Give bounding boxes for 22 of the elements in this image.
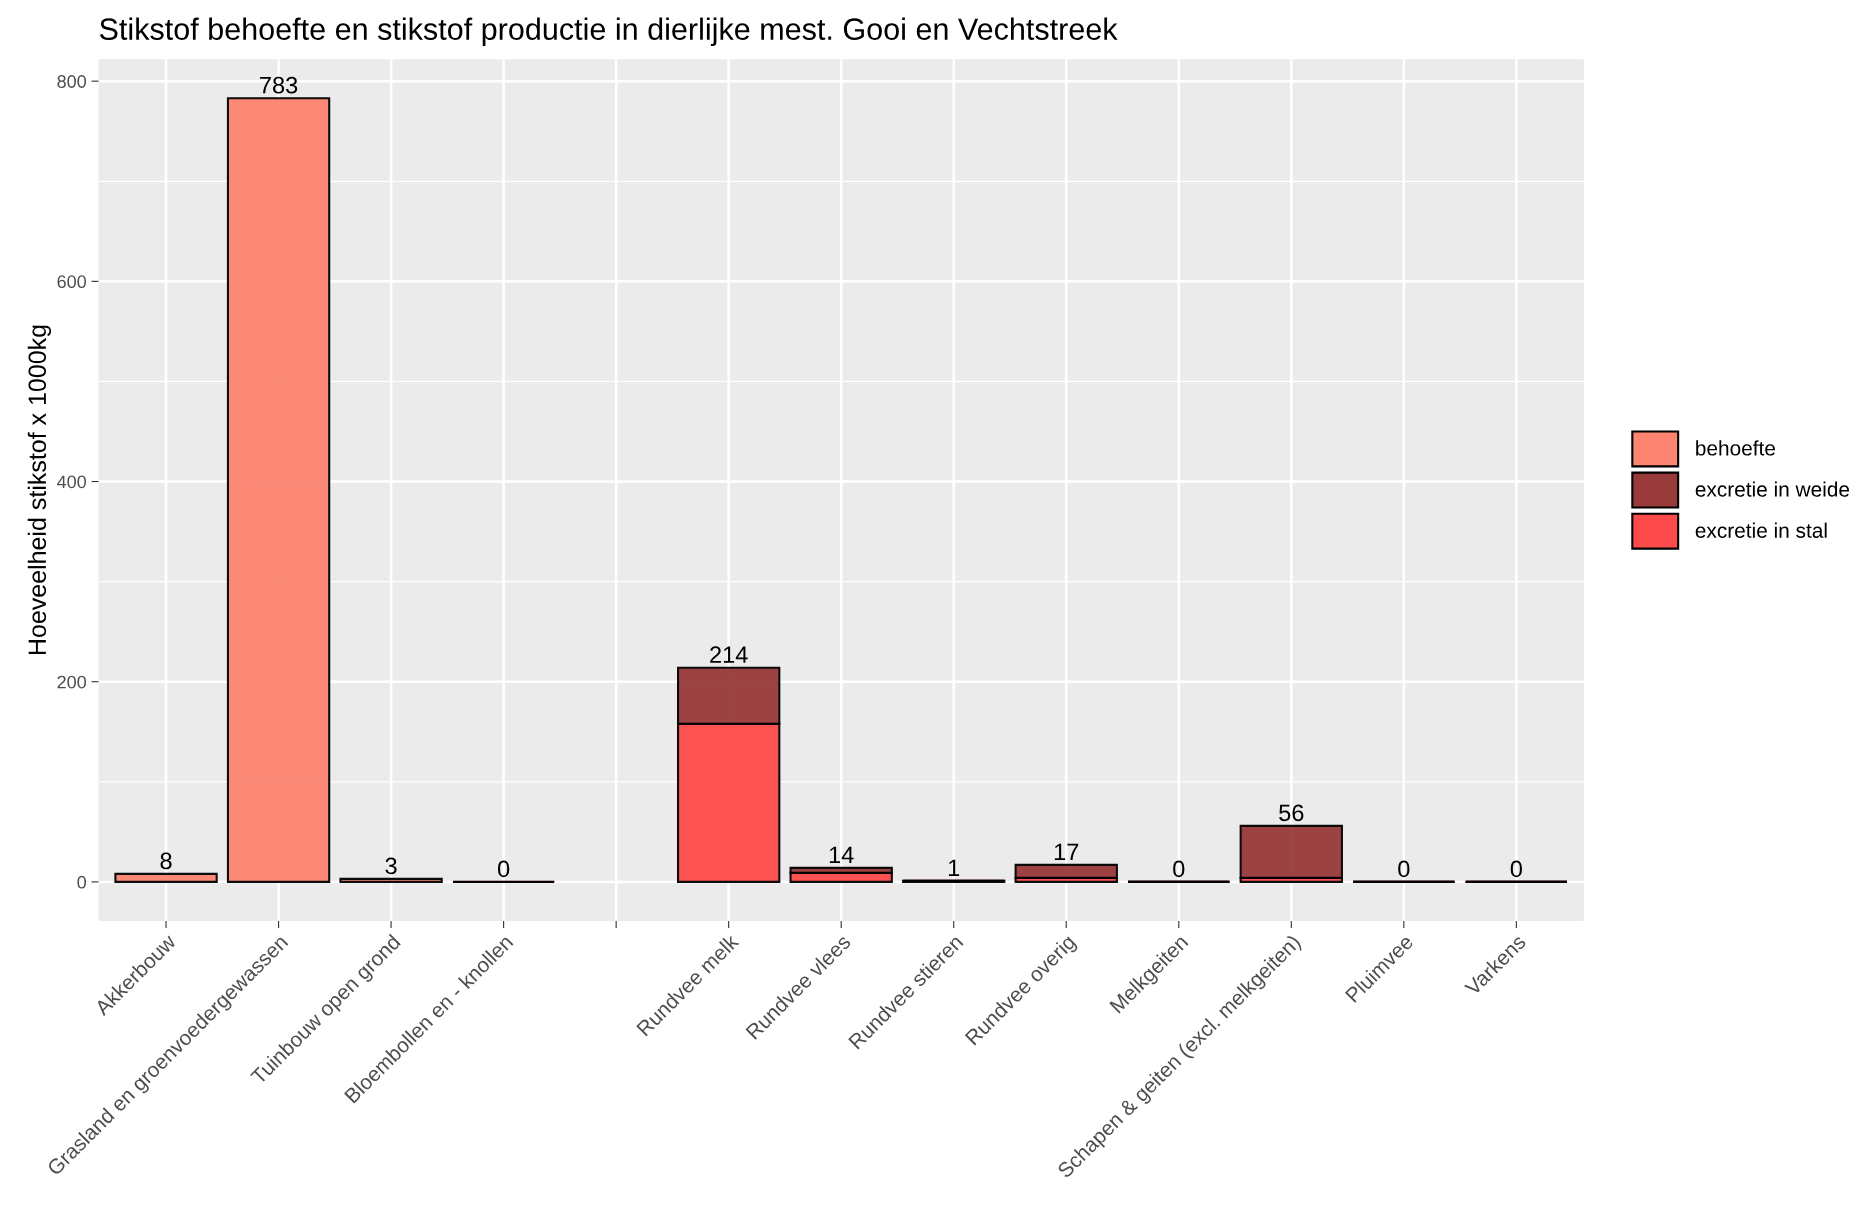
total-label: 214	[710, 646, 748, 663]
total-label: 56	[1279, 804, 1304, 822]
y-tick-label: 400	[57, 475, 87, 489]
y-tick-label: 0	[77, 875, 87, 889]
total-label: 8	[160, 852, 172, 870]
y-axis-title: Hoeveelheid stikstof x 1000kg	[27, 325, 52, 655]
total-label: 0	[1173, 860, 1185, 878]
total-label: 0	[1398, 860, 1410, 878]
y-tick-label: 800	[57, 75, 87, 88]
legend-label: excretie in stal	[1695, 522, 1827, 538]
total-label: 0	[1510, 860, 1522, 878]
legend-label: excretie in weide	[1695, 481, 1850, 497]
y-tick-label: 600	[57, 275, 87, 289]
total-label: 783	[260, 76, 298, 94]
legend-label: behoefte	[1696, 440, 1775, 456]
total-label: 17	[1054, 843, 1079, 860]
y-tick-label: 200	[57, 675, 87, 689]
total-label: 0	[497, 860, 510, 878]
chart-title: Stikstof behoefte en stikstof productie in dierlijke mest. Gooi en Vechtstreek	[99, 17, 1118, 47]
total-label: 14	[829, 846, 854, 863]
total-label: 3	[385, 857, 397, 875]
total-label: 1	[948, 859, 960, 876]
